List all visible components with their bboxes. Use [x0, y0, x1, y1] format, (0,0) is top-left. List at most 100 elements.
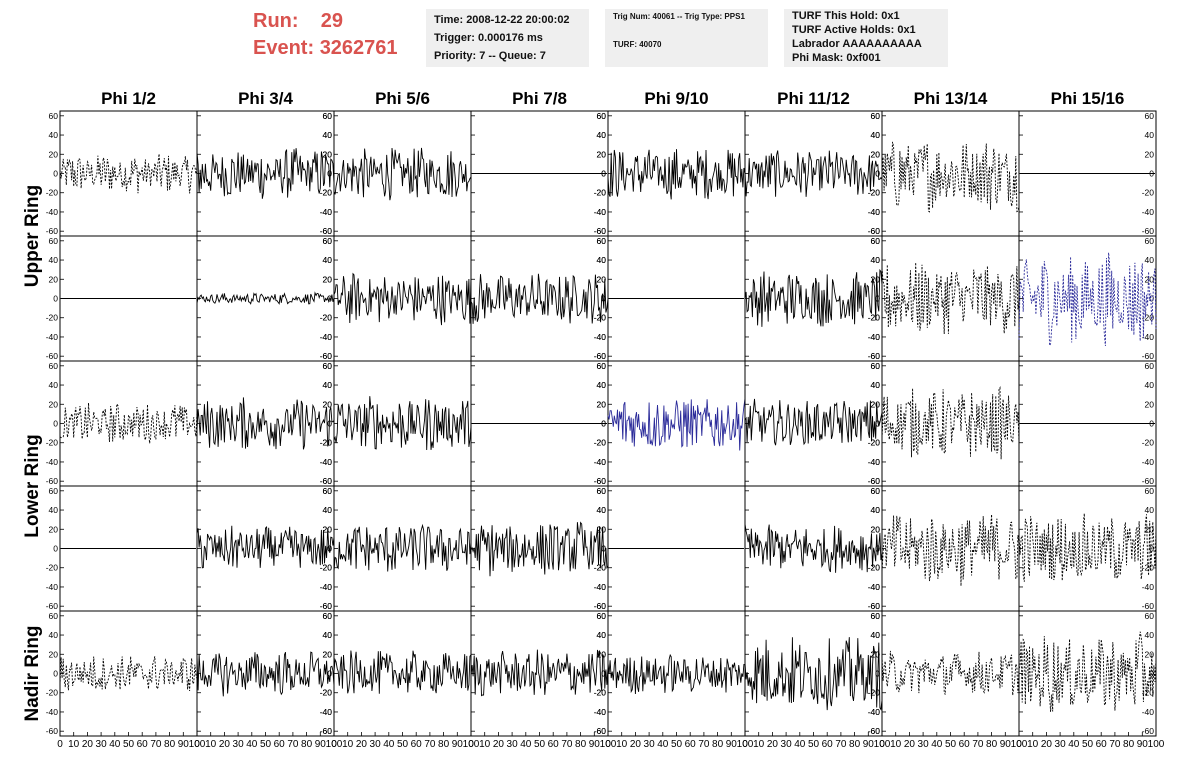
y-tick-label: -40	[868, 707, 881, 717]
y-tick-label: -20	[594, 188, 607, 198]
x-tick-label: 100	[1148, 739, 1165, 750]
x-tick-label: 90	[452, 739, 464, 750]
trig-num-text: Trig Num: 40061 -- Trig Type: PPS1	[613, 12, 745, 21]
x-tick-label: 10	[479, 739, 491, 750]
x-tick-label: 60	[137, 739, 149, 750]
y-tick-label: -60	[46, 226, 59, 236]
y-tick-label: -20	[594, 188, 607, 198]
y-tick-label: 20	[1145, 149, 1155, 159]
x-tick-label: 30	[1055, 739, 1067, 750]
y-tick-label: 60	[871, 611, 881, 621]
y-tick-label: -20	[594, 438, 607, 448]
y-tick-label: -60	[320, 226, 333, 236]
y-tick-label: -20	[1142, 688, 1155, 698]
x-tick-label: 60	[411, 739, 423, 750]
waveform-trace	[333, 523, 472, 572]
y-tick-label: -20	[868, 313, 881, 323]
run-value: 29	[320, 10, 344, 32]
x-tick-label: 40	[383, 739, 395, 750]
y-tick-label: -60	[320, 601, 333, 611]
x-tick-label: 30	[918, 739, 930, 750]
x-tick-label: 90	[589, 739, 601, 750]
y-tick-label: 0	[601, 669, 606, 679]
y-tick-label: 20	[323, 399, 333, 409]
x-tick-label: 10	[1027, 739, 1039, 750]
x-tick-label: 100	[326, 739, 343, 750]
x-tick-label: 30	[96, 739, 108, 750]
x-tick-label: 10	[890, 739, 902, 750]
trigger-text: Trigger: 0.000176 ms	[434, 32, 543, 44]
x-tick-label: 90	[726, 739, 738, 750]
y-tick-label: -20	[46, 563, 59, 573]
x-tick-label: 90	[315, 739, 327, 750]
y-tick-label: 40	[1145, 255, 1155, 265]
x-tick-label: 30	[370, 739, 382, 750]
y-tick-label: -40	[320, 207, 333, 217]
y-tick-label: -60	[1142, 601, 1155, 611]
waveform-trace	[881, 386, 1020, 460]
y-tick-label: 0	[327, 419, 332, 429]
y-tick-label: 20	[871, 274, 881, 284]
priority-text: Priority: 7 -- Queue: 7	[434, 50, 546, 62]
column-title: Phi 15/16	[1051, 89, 1125, 108]
y-tick-label: -40	[1142, 707, 1155, 717]
panel-frame	[881, 235, 1020, 362]
waveform-trace	[607, 398, 746, 451]
y-tick-label: -40	[594, 582, 607, 592]
waveform-trace	[59, 656, 198, 692]
y-tick-label: 60	[871, 111, 881, 121]
waveform-trace	[881, 514, 1020, 587]
y-tick-label: 40	[49, 255, 59, 265]
y-tick-label: 60	[597, 361, 607, 371]
y-tick-label: -60	[46, 726, 59, 736]
y-tick-label: 40	[597, 380, 607, 390]
y-tick-label: 20	[323, 649, 333, 659]
panel-frame	[59, 610, 198, 737]
x-tick-label: 30	[644, 739, 656, 750]
time-text: Time: 2008-12-22 20:00:02	[434, 14, 570, 26]
y-tick-label: 60	[597, 236, 607, 246]
y-tick-label: -60	[594, 226, 607, 236]
y-tick-label: 60	[49, 236, 59, 246]
x-tick-label: 50	[397, 739, 409, 750]
y-tick-label: 0	[327, 169, 332, 179]
row-title: Nadir Ring	[22, 625, 43, 721]
y-tick-label: 20	[49, 649, 59, 659]
waveform-trace	[1018, 631, 1157, 712]
panel-frame	[1018, 485, 1157, 612]
y-tick-label: 0	[53, 294, 58, 304]
y-tick-label: 60	[1145, 236, 1155, 246]
event-label: Event:	[253, 37, 315, 59]
x-tick-label: 80	[575, 739, 587, 750]
x-tick-label: 30	[233, 739, 245, 750]
y-tick-label: -20	[868, 563, 881, 573]
x-tick-label: 70	[561, 739, 573, 750]
x-tick-label: 40	[109, 739, 121, 750]
y-tick-label: -60	[868, 226, 881, 236]
waveform-trace	[881, 141, 1020, 213]
y-tick-label: 60	[1145, 486, 1155, 496]
x-tick-label: 50	[671, 739, 683, 750]
panel-frame	[607, 110, 746, 237]
waveform-trace	[607, 653, 746, 695]
y-tick-label: 20	[871, 149, 881, 159]
y-tick-label: 20	[323, 274, 333, 284]
y-tick-label: -60	[1142, 476, 1155, 486]
run-event-header: Run: 29 Event: 3262761	[253, 8, 398, 62]
x-tick-label: 30	[781, 739, 793, 750]
y-tick-label: 40	[323, 130, 333, 140]
y-tick-label: -60	[320, 476, 333, 486]
x-tick-label: 90	[1137, 739, 1149, 750]
y-tick-label: -40	[46, 707, 59, 717]
waveform-trace	[59, 402, 198, 444]
x-tick-label: 70	[698, 739, 710, 750]
y-tick-label: -20	[1142, 313, 1155, 323]
y-tick-label: -20	[320, 438, 333, 448]
x-tick-label: 100	[600, 739, 617, 750]
y-tick-label: -60	[868, 476, 881, 486]
y-tick-label: 20	[1145, 524, 1155, 534]
x-tick-label: 20	[630, 739, 642, 750]
y-tick-label: -20	[320, 313, 333, 323]
y-tick-label: 0	[1149, 669, 1154, 679]
y-tick-label: 60	[1145, 361, 1155, 371]
